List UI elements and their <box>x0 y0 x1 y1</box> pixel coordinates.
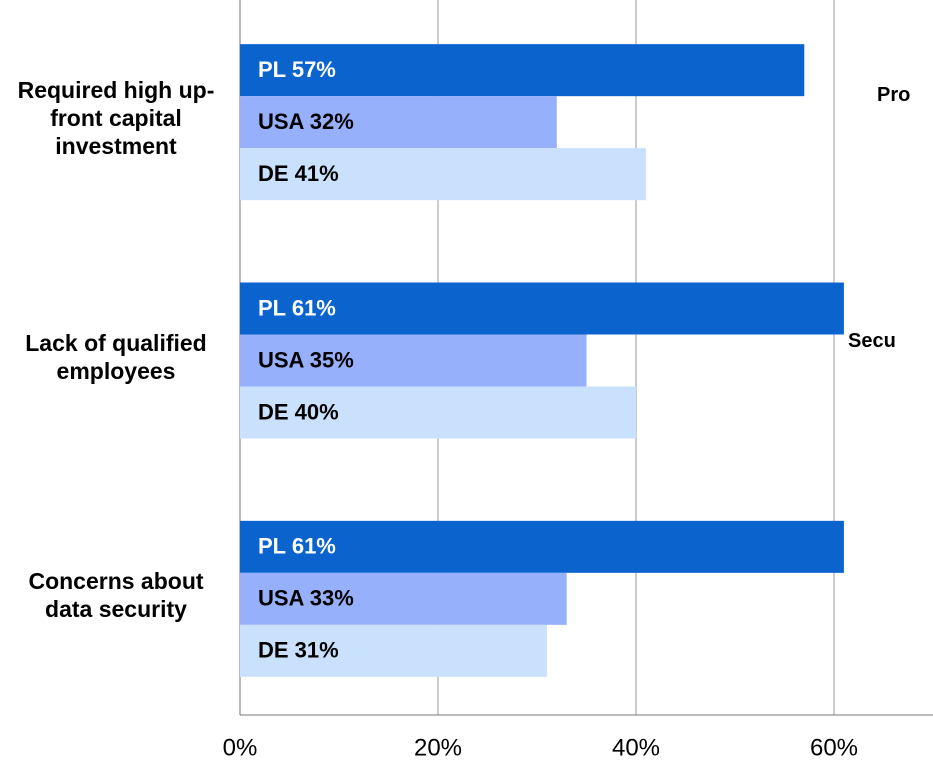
x-tick-label: 0% <box>223 734 258 761</box>
bar <box>240 572 567 625</box>
bar-label: DE 31% <box>258 638 339 663</box>
x-tick-label: 20% <box>414 734 462 761</box>
bar <box>240 334 587 387</box>
bar <box>240 624 547 677</box>
bar-label: USA 35% <box>258 347 354 372</box>
bar-label: PL 61% <box>258 295 336 320</box>
x-tick-label: 60% <box>810 734 858 761</box>
bar <box>240 96 557 149</box>
clipped-label: Secu <box>848 330 896 352</box>
bar-label: PL 61% <box>258 534 336 559</box>
category-label: Lack of qualified employees <box>25 329 207 384</box>
category-label: Concerns about data security <box>28 567 204 622</box>
bar <box>240 44 805 97</box>
bar <box>240 520 844 573</box>
bar-label: DE 40% <box>258 399 339 424</box>
clipped-label: Pro <box>877 84 911 106</box>
bar <box>240 386 636 439</box>
bar-label: USA 33% <box>258 586 354 611</box>
bar-label: PL 57% <box>258 57 336 82</box>
bar-label: DE 41% <box>258 161 339 186</box>
category-label: Required high up-front capital investmen… <box>17 77 215 160</box>
bar <box>240 148 646 201</box>
bar <box>240 282 844 335</box>
x-tick-label: 40% <box>612 734 660 761</box>
bar-label: USA 32% <box>258 109 354 134</box>
